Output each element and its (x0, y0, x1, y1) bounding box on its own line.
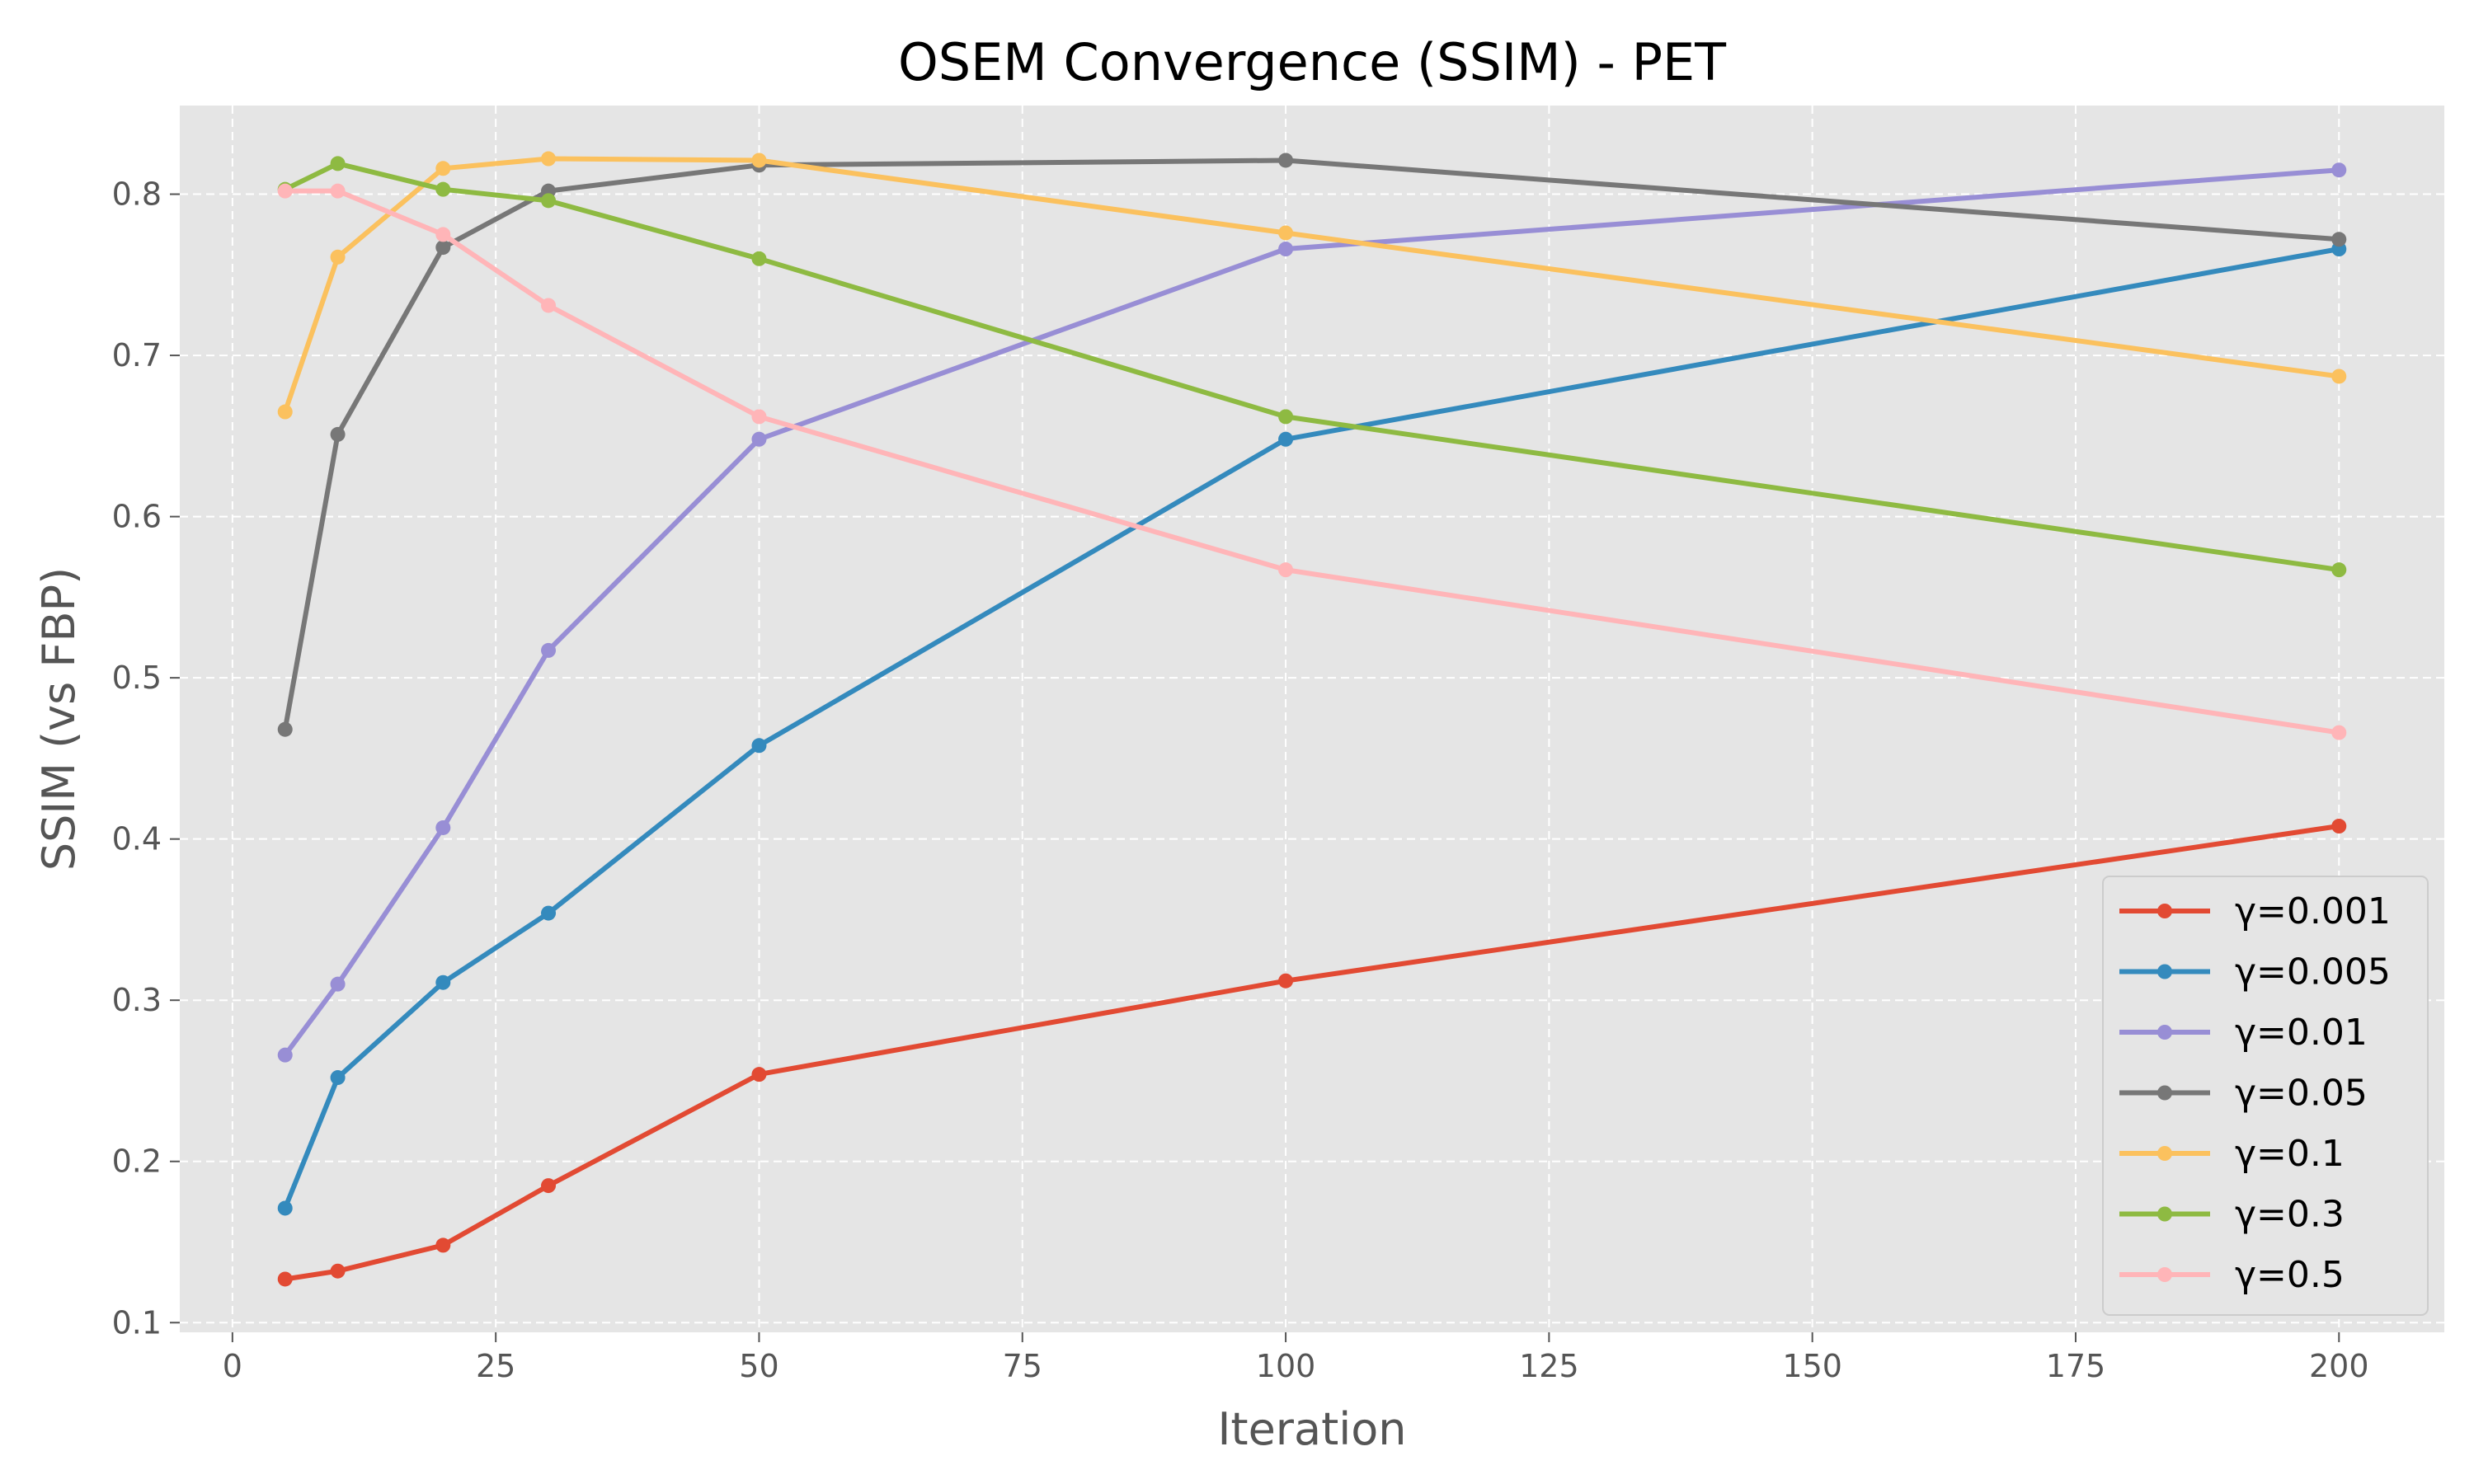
data-point (435, 181, 451, 197)
legend-marker (2157, 1085, 2172, 1101)
data-point (330, 1070, 346, 1086)
data-point (541, 151, 557, 167)
grid (180, 106, 2444, 1332)
legend: γ=0.001 γ=0.005 γ=0.01 γ=0.05 γ=0.1 γ=0.3 γ=0.… (2102, 876, 2429, 1316)
data-point (2331, 819, 2347, 834)
data-point (1278, 242, 1294, 257)
data-point (751, 153, 767, 168)
data-point (2331, 232, 2347, 247)
series-2 (277, 162, 2347, 1063)
x-axis-label: Iteration (1217, 1403, 1406, 1455)
data-point (541, 193, 557, 209)
legend-label: γ=0.001 (2235, 890, 2391, 932)
legend-marker (2157, 1146, 2172, 1161)
data-point (2331, 725, 2347, 740)
data-point (1278, 153, 1294, 168)
data-point (2331, 369, 2347, 384)
data-point (277, 721, 293, 737)
data-point (751, 409, 767, 425)
legend-item: γ=0.5 (2119, 1254, 2345, 1296)
data-point (330, 426, 346, 442)
data-point (751, 738, 767, 754)
data-point (435, 240, 451, 256)
data-point (330, 249, 346, 265)
data-point (541, 642, 557, 658)
data-point (541, 905, 557, 921)
data-point (1278, 225, 1294, 241)
legend-marker (2157, 1267, 2172, 1282)
y-tick-label: 0.1 (112, 1304, 162, 1341)
legend-marker (2157, 1206, 2172, 1222)
y-tick-label: 0.6 (112, 499, 162, 535)
legend-marker (2157, 964, 2172, 979)
legend-marker (2157, 904, 2172, 918)
data-point (2331, 562, 2347, 578)
legend-item: γ=0.005 (2119, 951, 2391, 993)
series-5 (277, 156, 2347, 578)
data-point (330, 156, 346, 171)
data-point (751, 251, 767, 266)
x-tick-label: 50 (739, 1348, 778, 1384)
series-0 (277, 819, 2347, 1287)
data-point (277, 404, 293, 420)
data-point (277, 1200, 293, 1216)
legend-item: γ=0.01 (2119, 1012, 2368, 1054)
series-6 (277, 183, 2347, 740)
data-point (1278, 409, 1294, 425)
data-point (541, 298, 557, 313)
data-point (751, 1067, 767, 1082)
legend-item: γ=0.1 (2119, 1133, 2345, 1175)
data-point (435, 161, 451, 176)
legend-box (2102, 876, 2429, 1316)
chart-title: OSEM Convergence (SSIM) - PET (898, 32, 1727, 92)
legend-label: γ=0.1 (2235, 1133, 2345, 1175)
x-tick-label: 100 (1256, 1348, 1316, 1384)
x-tick-label: 200 (2309, 1348, 2369, 1384)
data-point (1278, 973, 1294, 989)
data-point (751, 431, 767, 447)
legend-label: γ=0.005 (2235, 951, 2391, 993)
data-point (1278, 431, 1294, 447)
data-point (541, 1178, 557, 1194)
axis-ticks: 0 25 50 75 100 125 150 175 200 0.1 0.2 0.3 0.4 0.5 0.6… (112, 176, 2369, 1384)
data-point (2331, 162, 2347, 178)
legend-items: γ=0.001 γ=0.005 γ=0.01 γ=0.05 γ=0.1 γ=0.3 γ=0.… (2119, 890, 2391, 1296)
data-point (277, 1047, 293, 1063)
legend-label: γ=0.01 (2235, 1012, 2368, 1054)
data-point (330, 1263, 346, 1279)
data-point (435, 227, 451, 242)
y-tick-label: 0.8 (112, 176, 162, 213)
data-point (435, 819, 451, 835)
data-point (277, 183, 293, 199)
x-tick-label: 175 (2046, 1348, 2106, 1384)
y-axis-label: SSIM (vs FBP) (33, 567, 85, 871)
y-tick-label: 0.3 (112, 982, 162, 1018)
legend-item: γ=0.001 (2119, 890, 2391, 932)
y-tick-label: 0.2 (112, 1144, 162, 1180)
legend-item: γ=0.05 (2119, 1073, 2368, 1115)
data-point (1278, 562, 1294, 578)
data-point (435, 1237, 451, 1253)
x-tick-label: 0 (223, 1348, 242, 1384)
data-point (277, 1271, 293, 1287)
data-point (330, 976, 346, 992)
x-tick-label: 125 (1519, 1348, 1579, 1384)
x-tick-label: 150 (1782, 1348, 1842, 1384)
legend-marker (2157, 1025, 2172, 1040)
x-tick-label: 75 (1003, 1348, 1042, 1384)
legend-label: γ=0.05 (2235, 1073, 2368, 1115)
data-point (435, 974, 451, 990)
y-tick-label: 0.5 (112, 660, 162, 696)
series-4 (277, 151, 2347, 420)
x-tick-label: 25 (476, 1348, 515, 1384)
series-group (277, 151, 2347, 1287)
legend-item: γ=0.3 (2119, 1194, 2345, 1236)
y-tick-label: 0.4 (112, 821, 162, 857)
legend-label: γ=0.5 (2235, 1254, 2345, 1296)
data-point (330, 183, 346, 199)
legend-label: γ=0.3 (2235, 1194, 2345, 1236)
y-tick-label: 0.7 (112, 337, 162, 373)
